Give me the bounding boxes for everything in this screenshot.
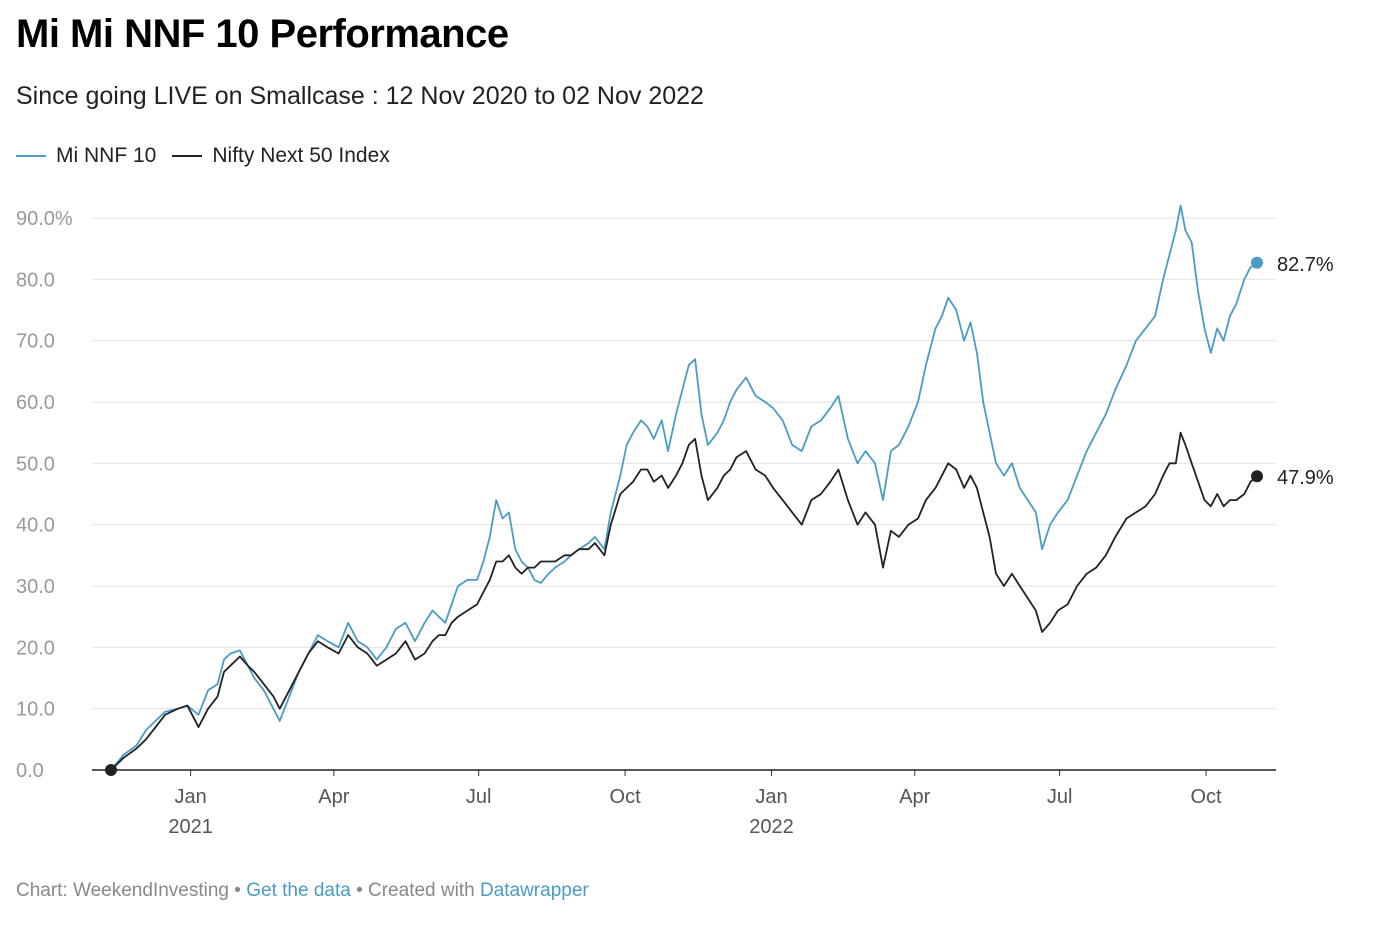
y-tick-label-3: 30.0 <box>16 576 55 598</box>
y-tick-label-2: 20.0 <box>16 637 55 659</box>
series-end-dot-1 <box>1251 470 1263 483</box>
footer-separator: • <box>229 880 247 901</box>
y-tick-label-4: 40.0 <box>16 515 55 537</box>
y-tick-label-6: 60.0 <box>16 392 55 414</box>
legend-swatch-mi-nnf-10 <box>16 155 46 157</box>
x-tick-label-1: Apr <box>318 786 349 808</box>
datawrapper-link[interactable]: Datawrapper <box>479 880 589 901</box>
x-tick-label-3: Oct <box>610 786 642 808</box>
series-line-1 <box>110 431 1258 771</box>
chart-title: Mi Mi NNF 10 Performance <box>16 12 509 56</box>
legend-item-nifty-next-50: Nifty Next 50 Index <box>172 144 390 168</box>
x-tick-year-0: 2021 <box>168 816 213 838</box>
line-chart: 0.0 10.0 20.0 30.0 40.0 50.0 60.0 70.0 80.0 90.0%… <box>16 204 1334 838</box>
legend-label-mi-nnf-10: Mi NNF 10 <box>56 144 157 167</box>
x-tick-label-5: Apr <box>899 786 930 808</box>
x-tick-label-4: Jan <box>755 786 787 808</box>
x-tick-label-7: Oct <box>1191 786 1223 808</box>
y-tick-label-5: 50.0 <box>16 453 55 475</box>
series-end-label-0: 82.7% <box>1277 254 1334 276</box>
legend-swatch-nifty-next-50 <box>172 155 203 157</box>
chart-credit: Chart: WeekendInvesting <box>16 880 229 901</box>
y-tick-label-7: 70.0 <box>16 331 55 353</box>
x-tick-label-2: Jul <box>466 786 492 808</box>
legend-item-mi-nnf-10: Mi NNF 10 <box>16 144 156 168</box>
y-tick-label-9: 90.0% <box>16 208 73 230</box>
x-tick-label-0: Jan <box>174 786 206 808</box>
y-tick-label-0: 0.0 <box>16 760 44 782</box>
x-tick-label-6: Jul <box>1047 786 1073 808</box>
series-line-0 <box>110 204 1258 771</box>
legend: Mi NNF 10 Nifty Next 50 Index <box>16 144 406 168</box>
get-the-data-link[interactable]: Get the data <box>246 880 351 901</box>
footer: Chart: WeekendInvesting • Get the data •… <box>16 880 589 902</box>
start-point-dot <box>105 764 117 776</box>
legend-label-nifty-next-50: Nifty Next 50 Index <box>212 144 390 167</box>
y-tick-label-8: 80.0 <box>16 269 55 291</box>
footer-created-with: • Created with <box>350 880 480 901</box>
chart-subtitle: Since going LIVE on Smallcase : 12 Nov 2… <box>16 82 704 110</box>
series-end-label-1: 47.9% <box>1277 467 1334 489</box>
x-tick-year-4: 2022 <box>749 816 794 838</box>
series-end-dot-0 <box>1251 256 1263 269</box>
y-tick-label-1: 10.0 <box>16 699 55 721</box>
